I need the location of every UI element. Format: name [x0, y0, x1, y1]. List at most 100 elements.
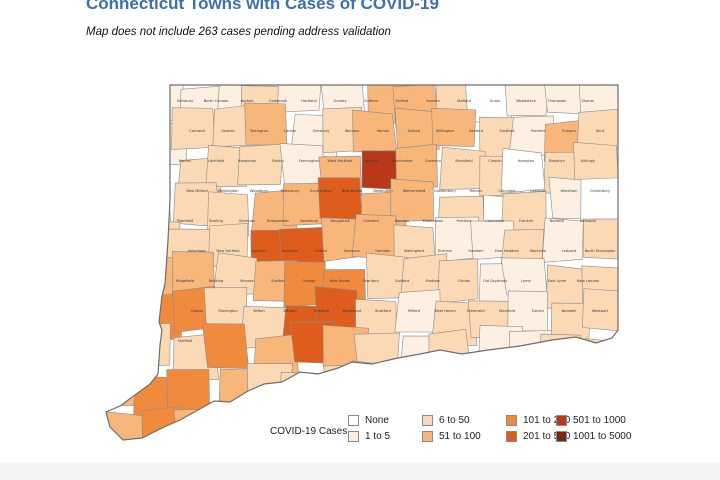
town-label: Naugatuck — [330, 219, 350, 223]
town-region — [128, 323, 171, 367]
town-region — [244, 102, 288, 146]
town-label: Redding — [209, 279, 224, 283]
legend-swatch — [348, 415, 359, 426]
town-region — [246, 363, 293, 410]
town-region — [390, 178, 434, 222]
town-region — [394, 107, 440, 153]
town-region — [237, 143, 285, 186]
town-label: Ledyard — [562, 249, 576, 253]
town-label: East Lyme — [548, 279, 567, 283]
town-label: Seymour — [344, 249, 361, 253]
town-label: Sterling — [209, 219, 223, 223]
town-label: Tolland — [407, 129, 421, 133]
town-region — [124, 181, 172, 224]
town-label: Woodstock — [516, 99, 536, 103]
town-label: Hamden — [375, 249, 390, 253]
town-label: Hebron — [469, 189, 482, 193]
legend-swatch — [506, 431, 517, 442]
town-label: Montville — [530, 249, 547, 253]
town-region — [573, 142, 618, 186]
town-label: Suffield — [364, 99, 378, 103]
town-label: Darien — [532, 309, 544, 313]
town-region — [106, 410, 144, 440]
town-label: Columbia — [499, 189, 516, 193]
town-label: Canterbury — [590, 189, 611, 193]
legend-item-201-to-500: 201 to 500 — [506, 431, 570, 442]
town-label: Glastonbury — [434, 189, 457, 193]
town-label: New Milford — [186, 189, 207, 193]
legend-item-1001-to-5000: 1001 to 5000 — [556, 431, 631, 442]
town-region — [106, 252, 146, 297]
town-label: Waterbury — [281, 189, 301, 193]
town-label: Wilton — [253, 309, 264, 313]
town-label: Farmington — [299, 159, 319, 163]
town-region — [279, 143, 324, 186]
town-label: Franklin — [519, 219, 533, 223]
town-region — [106, 297, 135, 336]
town-label: Colebrook — [269, 99, 288, 103]
town-region — [469, 362, 515, 406]
town-region — [553, 368, 599, 411]
town-label: Windham — [560, 189, 578, 193]
page-footer-band — [0, 462, 720, 480]
town-region — [586, 373, 618, 418]
town-label: New Britain — [342, 189, 363, 193]
town-label: New London — [577, 279, 599, 283]
town-label: Weston — [283, 309, 296, 313]
town-label: Litchfield — [208, 159, 224, 163]
legend-swatch — [506, 415, 517, 426]
town-label: Griswold — [580, 219, 596, 223]
town-label: Thompson — [547, 99, 567, 103]
town-region — [541, 217, 584, 263]
map-legend: COVID-19 Cases None 1 to 5 6 to 50 51 to… — [270, 415, 631, 451]
town-label: Shelton — [271, 279, 285, 283]
legend-label: 51 to 100 — [439, 431, 481, 442]
town-label: Groton — [191, 309, 203, 313]
town-label: Coventry — [425, 159, 442, 163]
town-label: Ashford — [469, 129, 483, 133]
town-label: New Fairfield — [216, 249, 239, 253]
town-label: Cheshire — [363, 219, 380, 223]
town-label: Bridgewater — [267, 219, 289, 223]
town-label: Guilford — [395, 279, 409, 283]
town-label: Fairfield — [178, 339, 192, 343]
town-region — [348, 360, 394, 406]
town-region — [323, 364, 371, 410]
legend-label: 101 to 200 — [523, 415, 571, 426]
town-label: Stratford — [375, 309, 391, 313]
town-region — [277, 85, 323, 113]
town-label: Norfolk — [241, 99, 255, 103]
town-label: Branford — [363, 279, 379, 283]
town-label: Colchester — [485, 219, 505, 223]
town-label: Southbury — [300, 219, 319, 223]
town-label: Hartland — [301, 99, 317, 103]
town-region — [123, 151, 171, 197]
town-label: Oxford — [315, 249, 327, 253]
legend-swatch — [422, 415, 433, 426]
town-label: Lebanon — [530, 189, 545, 193]
town-label: Wethersfield — [403, 189, 426, 193]
town-label: Union — [490, 99, 500, 103]
town-region — [576, 108, 618, 152]
town-region — [502, 372, 546, 418]
town-region — [106, 151, 136, 192]
town-region — [582, 338, 618, 381]
town-region — [106, 332, 138, 376]
town-label: North Canaan — [204, 99, 229, 103]
town-label: Norwich — [550, 219, 565, 223]
town-region — [202, 323, 250, 369]
town-region — [106, 188, 134, 231]
legend-label: 201 to 500 — [523, 431, 571, 442]
town-label: Harwinton — [238, 159, 256, 163]
town-region — [439, 146, 486, 190]
legend-item-101-to-200: 101 to 200 — [506, 415, 570, 426]
town-label: Stafford — [457, 99, 471, 103]
town-label: Eastford — [500, 129, 515, 133]
town-label: Brooklyn — [549, 159, 565, 163]
town-region — [437, 258, 479, 304]
town-label: Granby — [333, 99, 347, 103]
legend-label: 6 to 50 — [439, 415, 470, 426]
town-region — [106, 85, 142, 121]
town-label: Danbury — [251, 249, 267, 253]
legend-swatch — [348, 431, 359, 442]
